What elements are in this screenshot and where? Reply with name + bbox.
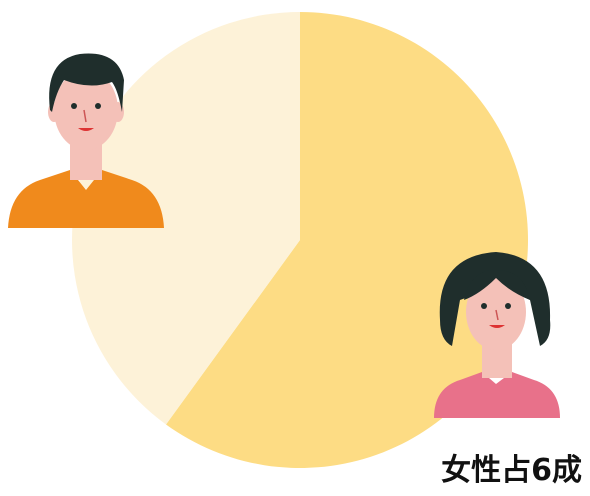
chart-title: 女性占6成 [441, 453, 582, 488]
pie [72, 12, 529, 468]
woman-figure [434, 252, 560, 418]
man-figure [8, 53, 164, 228]
pie-slice [72, 12, 300, 425]
pie-slice [165, 12, 529, 468]
